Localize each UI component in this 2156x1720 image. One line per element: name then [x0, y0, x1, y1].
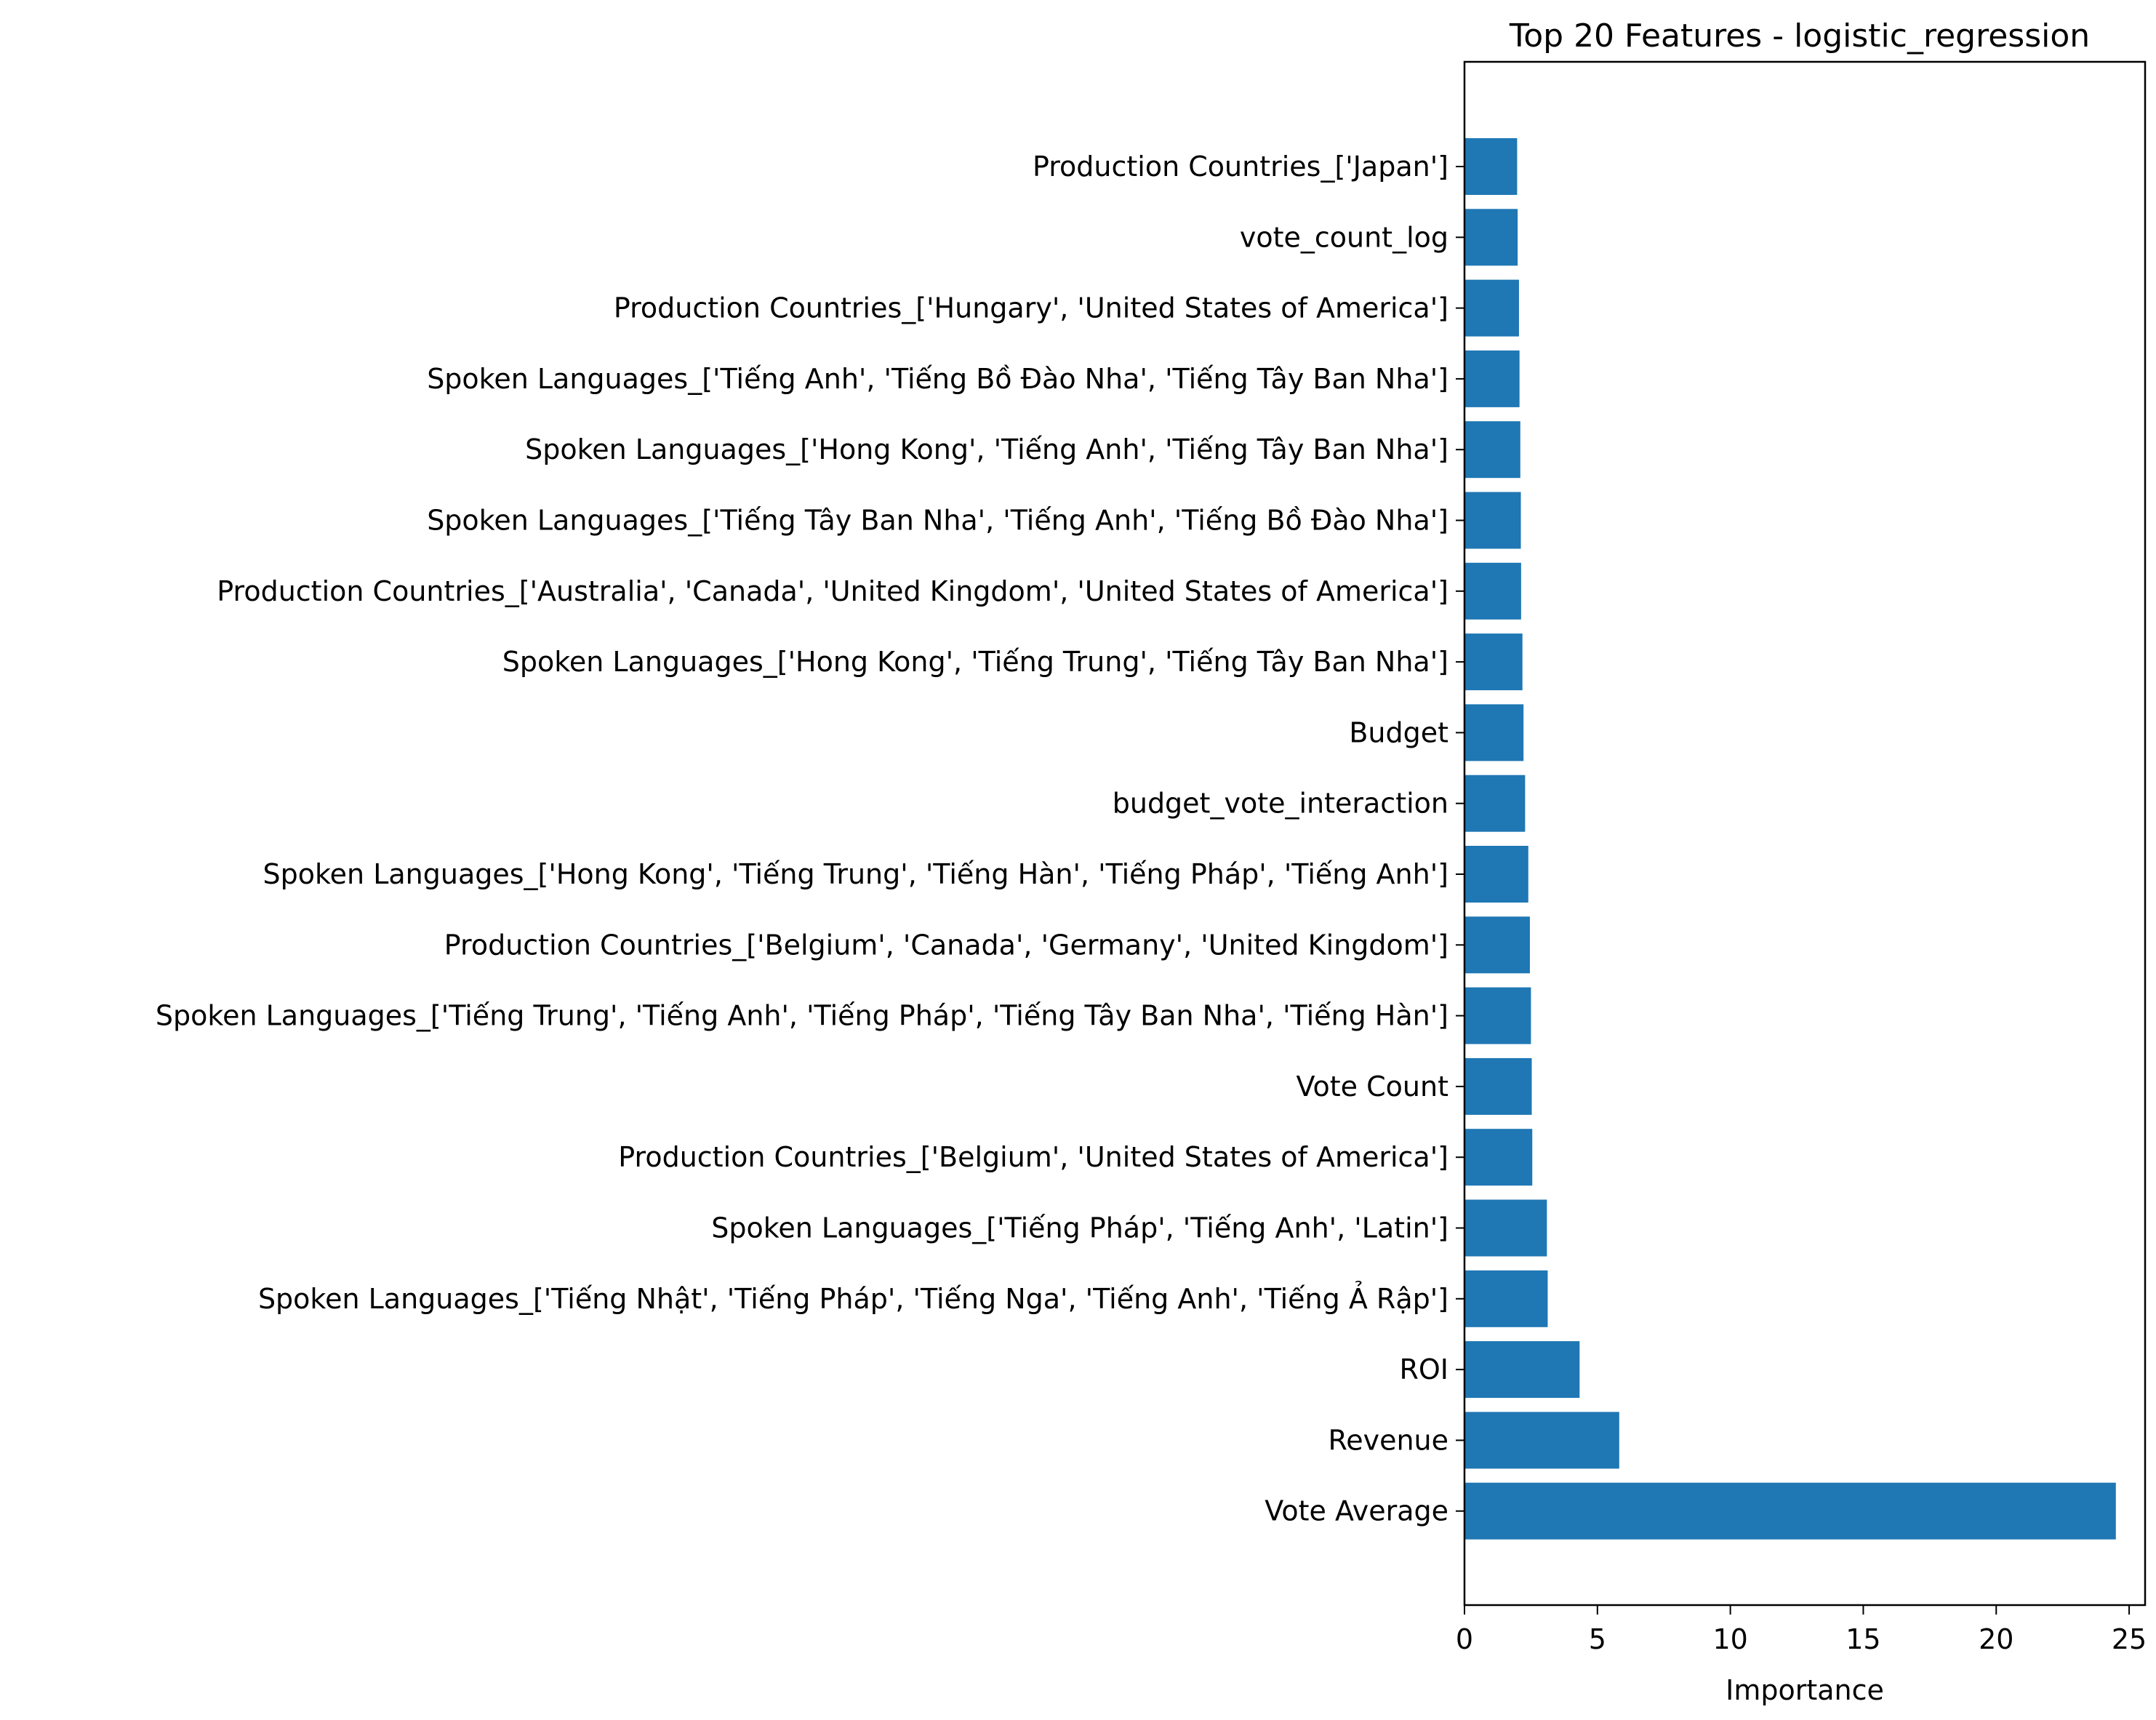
bar — [1464, 492, 1521, 549]
x-tick-label: 20 — [1979, 1623, 2013, 1655]
x-tick-label: 0 — [1456, 1623, 1473, 1655]
category-labels-group: Production Countries_['Japan'] vote_count… — [156, 151, 1464, 1527]
bars-group — [1464, 138, 2116, 1540]
bar — [1464, 987, 1531, 1044]
category-label: Budget — [1349, 716, 1448, 748]
x-tick-label: 25 — [2112, 1623, 2147, 1655]
bar — [1464, 279, 1519, 337]
category-label: Production Countries_['Belgium', 'United… — [618, 1141, 1448, 1173]
category-label: Spoken Languages_['Tiếng Trung', 'Tiếng … — [156, 1000, 1448, 1032]
category-label: budget_vote_interaction — [1113, 788, 1448, 820]
x-axis-label: Importance — [1726, 1674, 1884, 1706]
bar — [1464, 846, 1528, 903]
bar — [1464, 138, 1518, 195]
category-label: Spoken Languages_['Hong Kong', 'Tiếng An… — [525, 433, 1448, 465]
x-tick-label: 5 — [1589, 1623, 1606, 1655]
bar — [1464, 775, 1526, 832]
category-label: Spoken Languages_['Tiếng Anh', 'Tiếng Bồ… — [427, 363, 1448, 395]
bar — [1464, 209, 1518, 266]
bar — [1464, 1482, 2116, 1540]
chart-title: Top 20 Features - logistic_regression — [1509, 17, 2090, 55]
category-label: Production Countries_['Japan'] — [1033, 151, 1448, 183]
bar — [1464, 1057, 1532, 1115]
x-tick-label: 15 — [1846, 1623, 1880, 1655]
bar — [1464, 350, 1520, 407]
category-label: Spoken Languages_['Tiếng Pháp', 'Tiếng A… — [711, 1212, 1448, 1244]
bar — [1464, 1341, 1580, 1399]
category-label: Spoken Languages_['Tiếng Tây Ban Nha', '… — [427, 505, 1448, 537]
x-ticks-group: 0 5 10 15 20 25 — [1456, 1605, 2147, 1655]
bar — [1464, 633, 1523, 691]
bar — [1464, 704, 1524, 761]
category-label: Production Countries_['Australia', 'Cana… — [217, 575, 1448, 607]
x-tick-label: 10 — [1712, 1623, 1747, 1655]
bar — [1464, 1199, 1547, 1257]
bar — [1464, 562, 1521, 620]
bar — [1464, 421, 1520, 479]
category-label: Spoken Languages_['Hong Kong', 'Tiếng Tr… — [263, 858, 1448, 890]
bar — [1464, 916, 1530, 974]
category-label: Production Countries_['Belgium', 'Canada… — [444, 929, 1448, 961]
category-label: Vote Count — [1296, 1071, 1448, 1103]
category-label: Revenue — [1329, 1424, 1449, 1456]
bar — [1464, 1270, 1548, 1327]
category-label: Spoken Languages_['Hong Kong', 'Tiếng Tr… — [502, 646, 1448, 678]
category-label: ROI — [1399, 1353, 1448, 1385]
bar — [1464, 1129, 1533, 1186]
category-label: Spoken Languages_['Tiếng Nhật', 'Tiếng P… — [258, 1281, 1448, 1315]
bar — [1464, 1412, 1619, 1469]
category-label: Vote Average — [1265, 1495, 1448, 1527]
category-label: Production Countries_['Hungary', 'United… — [614, 292, 1448, 324]
plot-frame — [1463, 60, 2147, 1607]
category-label: vote_count_log — [1240, 221, 1448, 253]
